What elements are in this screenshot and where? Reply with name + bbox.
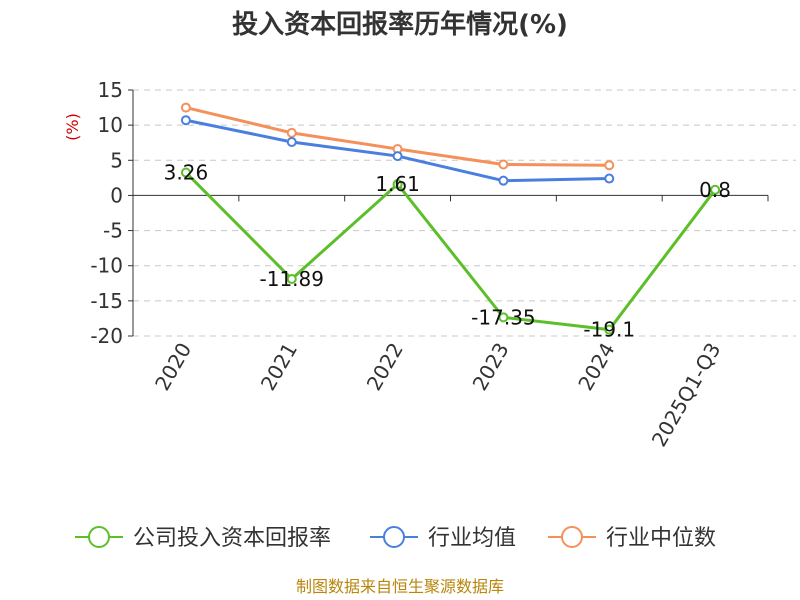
series-layer xyxy=(180,102,721,335)
data-point xyxy=(286,127,297,138)
data-point xyxy=(604,173,615,184)
y-tick-label: -15 xyxy=(90,289,123,313)
x-tick-label: 2022 xyxy=(362,339,408,395)
data-point xyxy=(392,151,403,162)
y-tick-label: 5 xyxy=(110,148,123,172)
x-tick-label: 2025Q1-Q3 xyxy=(647,339,726,451)
legend-swatch-marker xyxy=(88,526,110,548)
data-label: 0.8 xyxy=(699,178,731,202)
data-label: -19.1 xyxy=(583,318,635,342)
axes xyxy=(128,89,769,337)
data-label: -17.35 xyxy=(471,305,535,329)
y-axis-unit: (%) xyxy=(63,113,82,141)
y-tick-label: -5 xyxy=(103,219,123,243)
data-point xyxy=(604,160,615,171)
legend-swatch-marker xyxy=(561,526,583,548)
data-point xyxy=(286,137,297,148)
legend: 公司投入资本回报率 行业均值 行业中位数 xyxy=(75,526,716,551)
data-labels: 3.26 -11.89 1.61 -17.35 -19.1 0.8 xyxy=(164,161,731,342)
legend-label: 行业均值 xyxy=(428,526,516,551)
data-point xyxy=(180,167,191,178)
data-point xyxy=(286,273,297,284)
y-tick-label: -10 xyxy=(90,254,123,278)
data-point xyxy=(180,102,191,113)
y-tick-label: -20 xyxy=(90,324,123,348)
data-point xyxy=(710,184,721,195)
data-label: 3.26 xyxy=(164,161,209,185)
data-point xyxy=(392,179,403,190)
data-point xyxy=(498,159,509,170)
y-tick-label: 10 xyxy=(98,113,123,137)
x-tick-label: 2020 xyxy=(150,339,196,395)
chart-title: 投入资本回报率历年情况(%) xyxy=(232,9,568,40)
series-line-0 xyxy=(184,171,717,332)
legend-label: 公司投入资本回报率 xyxy=(133,526,331,551)
x-tick-labels: 2020 2021 2022 2023 2024 2025Q1-Q3 xyxy=(150,339,725,451)
data-point xyxy=(498,175,509,186)
x-tick-label: 2023 xyxy=(468,339,514,395)
data-point xyxy=(180,115,191,126)
data-label: -11.89 xyxy=(260,267,324,291)
y-tick-label: 15 xyxy=(98,78,123,102)
legend-label: 行业中位数 xyxy=(606,526,716,551)
data-point xyxy=(604,324,615,335)
x-tick-label: 2021 xyxy=(256,339,302,395)
source-note: 制图数据来自恒生聚源数据库 xyxy=(296,577,504,596)
x-tick-label: 2024 xyxy=(573,339,619,395)
data-point xyxy=(498,312,509,323)
data-label: 1.61 xyxy=(375,172,420,196)
legend-swatch-marker xyxy=(383,526,405,548)
y-tick-label: 0 xyxy=(110,183,123,207)
y-tick-labels: 15 10 5 0 -5 -10 -15 -20 xyxy=(90,78,123,348)
